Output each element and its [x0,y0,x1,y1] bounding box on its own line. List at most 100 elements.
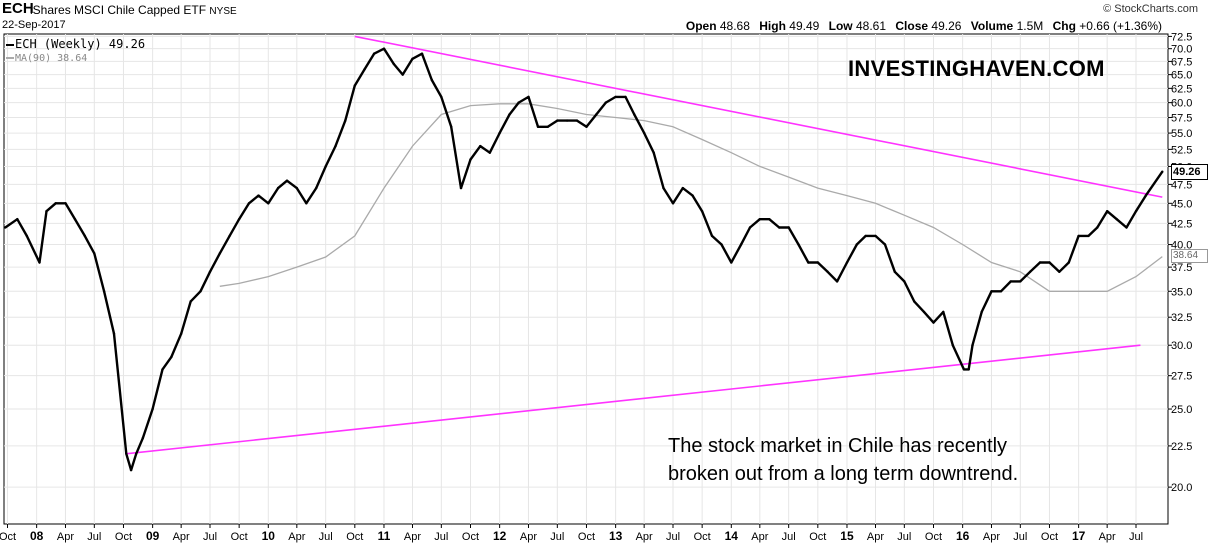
price-point [237,218,241,221]
y-tick-label: 72.5 [1171,31,1192,43]
price-point [932,321,935,324]
price-point [595,113,598,116]
price-point [671,202,675,205]
price-line [4,47,1164,472]
price-point [913,300,916,303]
price-point [450,125,453,128]
price-point [864,234,867,238]
x-tick-label: Oct [231,531,248,543]
price-point [25,234,28,238]
x-tick-label: Apr [751,531,768,543]
x-tick-label: Oct [346,531,363,543]
price-point [575,119,579,122]
price-point [276,186,280,190]
x-tick-label: Oct [0,531,16,543]
price-point [469,158,472,161]
stockcharts-credit: © StockCharts.com [1103,3,1198,15]
price-point [73,218,77,221]
price-point [556,119,559,122]
price-point [305,202,308,205]
legend-price-label: ECH (Weekly) 49.26 [15,37,146,51]
price-point [16,218,19,221]
price-point [748,226,752,229]
y-tick-label: 35.0 [1171,286,1192,298]
chg-value: +0.66 (+1.36%) [1079,19,1162,33]
price-point [1115,218,1118,221]
price-point [1106,210,1109,213]
x-tick-label: Apr [288,531,305,543]
price-point [315,186,318,190]
legend-price: ECH (Weekly) 49.26 [6,37,145,51]
y-tick-label: 62.5 [1171,83,1192,95]
price-point [267,202,270,205]
price-point [1009,280,1012,283]
price-point [353,84,356,87]
ohlc-stats: Open 48.68 High 49.49 Low 48.61 Close 49… [686,19,1168,33]
price-point [285,179,289,182]
y-tick-label: 22.5 [1171,441,1192,453]
price-point [440,95,443,99]
price-point [1038,261,1042,264]
price-point [951,344,954,347]
price-point [758,218,761,221]
grid [3,33,1169,525]
price-point [517,101,520,104]
x-tick-label: Jul [319,531,333,543]
price-point [324,165,327,168]
price-point [720,243,723,246]
close-value: 49.26 [931,19,962,33]
annotation-text: The stock market in Chile has recently b… [668,435,1019,485]
x-tick-label: 09 [146,529,160,543]
x-tick-label: 11 [378,529,391,543]
ma-series [219,103,1163,292]
y-tick-label: 42.5 [1171,218,1192,230]
x-tick-label: 12 [493,529,507,543]
price-point [903,280,906,283]
price-point [508,113,511,116]
price-point [807,261,810,264]
price-point [1058,270,1061,273]
price-point [700,210,704,213]
price-point [990,290,993,293]
x-tick-label: 14 [725,529,739,543]
ma-value-tag: 38.64 [1171,249,1208,263]
price-point [218,252,221,255]
price-point [102,290,106,293]
legend-ma-label: MA(90) 38.64 [15,53,88,64]
x-tick-label: Apr [404,531,421,543]
price-point [942,310,945,314]
price-point [93,252,96,255]
price-point [411,57,414,60]
price-point [479,144,482,148]
x-tick-label: Oct [809,531,826,543]
y-tick-label: 52.5 [1171,144,1192,156]
price-point [739,243,743,246]
price-point [835,280,839,283]
y-tick-label: 30.0 [1171,340,1192,352]
price-point [382,47,386,50]
price-point [344,119,347,122]
price-point [1028,270,1032,273]
x-tick-label: Apr [173,531,190,543]
y-tick-label: 32.5 [1171,312,1192,324]
price-point [372,52,376,55]
price-point [4,226,7,229]
price-point [1067,261,1071,264]
price-point [691,194,694,197]
price-point [681,186,684,190]
x-tick-label: 17 [1072,529,1086,543]
price-point [208,270,212,273]
price-point [430,78,433,82]
y-tick-label: 40.0 [1171,240,1192,252]
x-tick-label: 10 [262,529,276,543]
price-point [180,332,183,335]
price-point [730,261,733,264]
x-tick-label: Oct [925,531,942,543]
y-tick-label: 27.5 [1171,371,1192,383]
last-price-tag: 49.26 [1171,164,1208,180]
price-point [874,234,877,238]
x-axis: Oct 08 Apr Jul Oct 09 Apr Jul Oct 10 Apr Jul Oct 11 Ap… [0,524,1143,543]
price-point [247,202,251,205]
x-tick-label: Oct [115,531,132,543]
